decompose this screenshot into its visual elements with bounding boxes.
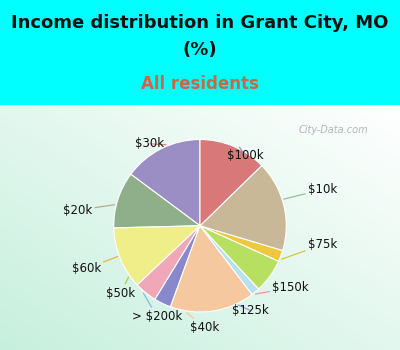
Wedge shape [155, 226, 200, 307]
Text: All residents: All residents [141, 75, 259, 93]
Wedge shape [137, 226, 200, 299]
Wedge shape [114, 174, 200, 228]
Wedge shape [200, 166, 286, 251]
Text: $40k: $40k [187, 313, 219, 334]
Text: $75k: $75k [281, 238, 337, 259]
Wedge shape [200, 226, 283, 261]
Text: $150k: $150k [256, 281, 309, 294]
Text: City-Data.com: City-Data.com [298, 125, 368, 135]
Text: Income distribution in Grant City, MO: Income distribution in Grant City, MO [11, 14, 389, 32]
Wedge shape [200, 226, 259, 294]
Text: $20k: $20k [63, 204, 114, 217]
Text: $50k: $50k [106, 277, 135, 300]
Wedge shape [131, 140, 200, 226]
Text: $125k: $125k [232, 304, 268, 317]
Text: (%): (%) [183, 41, 217, 60]
Wedge shape [200, 140, 262, 226]
Text: $10k: $10k [284, 183, 337, 199]
Text: $30k: $30k [136, 137, 166, 150]
Text: > $200k: > $200k [132, 293, 182, 323]
Wedge shape [200, 226, 279, 289]
Text: $100k: $100k [226, 147, 263, 162]
Wedge shape [170, 226, 252, 312]
Text: $60k: $60k [72, 257, 118, 275]
Wedge shape [114, 226, 200, 285]
